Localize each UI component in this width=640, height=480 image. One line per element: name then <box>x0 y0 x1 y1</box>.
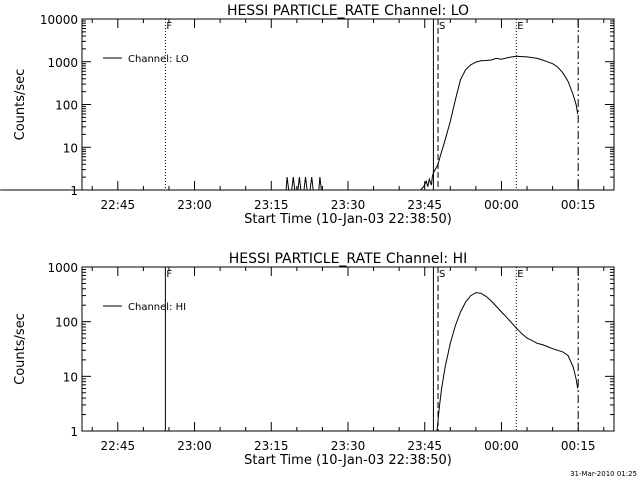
x-tick-label: 22:45 <box>101 439 136 453</box>
x-axis-label: Start Time (10-Jan-03 22:38:50) <box>244 212 452 227</box>
print-timestamp: 31-Mar-2010 01:25 <box>570 470 637 478</box>
event-marker-label: S <box>439 21 445 32</box>
y-tick-label: 1000 <box>47 261 78 275</box>
chart-title: HESSI PARTICLE_RATE Channel: HI <box>229 251 467 267</box>
x-axis-label: Start Time (10-Jan-03 22:38:50) <box>244 453 452 468</box>
plot-frame <box>81 266 615 432</box>
plot-frame <box>81 18 615 191</box>
event-marker-label: E <box>517 21 523 32</box>
x-tick-label: 00:15 <box>561 439 596 453</box>
x-tick-label: 23:45 <box>407 439 442 453</box>
event-marker-label: F <box>166 269 172 280</box>
x-tick-label: 23:00 <box>177 439 212 453</box>
y-tick-label: 1 <box>70 425 78 439</box>
x-tick-label: 23:45 <box>407 198 442 212</box>
x-tick-label: 23:15 <box>254 198 289 212</box>
event-marker-label: S <box>439 269 445 280</box>
y-tick-label: 10 <box>63 370 78 384</box>
x-tick-label: 23:30 <box>331 439 366 453</box>
x-tick-label: 00:00 <box>484 198 519 212</box>
y-tick-label: 100 <box>55 316 78 330</box>
legend-label: Channel: LO <box>128 54 189 65</box>
x-tick-label: 23:30 <box>331 198 366 212</box>
x-tick-label: 00:00 <box>484 439 519 453</box>
event-marker-label: E <box>517 269 523 280</box>
y-tick-label: 1000 <box>47 56 78 70</box>
hi-channel-panel: HESSI PARTICLE_RATE Channel: HI 1 10 100 100… <box>13 251 615 468</box>
y-tick-label: 10000 <box>40 13 78 27</box>
x-tick-label: 00:15 <box>561 198 596 212</box>
data-series-line <box>436 292 579 432</box>
x-tick-label: 23:00 <box>177 198 212 212</box>
y-tick-label: 10 <box>63 141 78 155</box>
x-tick-label: 23:15 <box>254 439 289 453</box>
data-series-line <box>0 55 579 191</box>
legend-label: Channel: HI <box>128 302 186 313</box>
y-tick-label: 1 <box>70 184 78 198</box>
y-axis-label: Counts/sec <box>13 69 28 141</box>
chart-title: HESSI PARTICLE_RATE Channel: LO <box>227 3 469 19</box>
y-axis-label: Counts/sec <box>13 313 28 385</box>
x-tick-label: 22:45 <box>101 198 136 212</box>
y-tick-label: 100 <box>55 99 78 113</box>
lo-channel-panel: HESSI PARTICLE_RATE Channel: LO 1 10 100 100… <box>0 3 615 227</box>
event-marker-label: F <box>166 21 172 32</box>
